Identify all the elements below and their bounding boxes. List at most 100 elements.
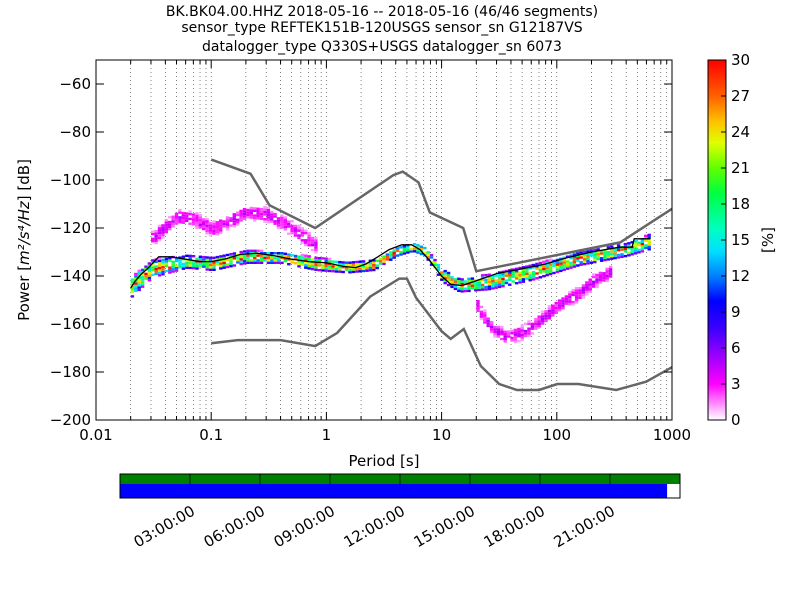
histogram-cell (392, 249, 396, 252)
histogram-cell (225, 265, 230, 269)
histogram-cell (171, 222, 175, 226)
histogram-cell (140, 273, 145, 276)
histogram-cell (348, 271, 352, 274)
histogram-cell (457, 289, 461, 292)
histogram-cell (358, 260, 362, 263)
histogram-cell (484, 285, 488, 289)
histogram-cell (263, 259, 267, 262)
histogram-cell (476, 300, 480, 303)
histogram-cell (574, 294, 579, 297)
histogram-cell (324, 257, 328, 260)
histogram-cell (188, 264, 192, 267)
histogram-cell (569, 254, 573, 257)
histogram-cell (365, 264, 369, 268)
histogram-cell (215, 228, 219, 231)
histogram-cell (440, 271, 444, 274)
histogram-cell (500, 325, 504, 329)
histogram-cell (523, 334, 528, 338)
histogram-cell (270, 215, 274, 219)
histogram-cell (436, 268, 441, 272)
histogram-cell (225, 258, 230, 261)
histogram-cell (548, 263, 553, 266)
histogram-cell (151, 273, 155, 276)
histogram-cell (157, 259, 162, 263)
histogram-cell (239, 258, 243, 261)
histogram-cell (219, 257, 223, 260)
y-tick-label: −140 (50, 267, 91, 285)
histogram-cell (547, 317, 552, 320)
histogram-cell (290, 254, 294, 257)
plot-area (96, 60, 672, 420)
histogram-cell (514, 267, 519, 270)
histogram-cell (276, 252, 281, 255)
time-tick-label: 18:00:00 (481, 502, 548, 551)
histogram-cell (202, 258, 206, 261)
histogram-cell (545, 273, 549, 277)
histogram-cell (479, 310, 484, 313)
histogram-cell (239, 212, 243, 215)
histogram-cell (321, 264, 325, 267)
histogram-cell (523, 332, 528, 335)
histogram-cell (358, 270, 362, 273)
histogram-cell (429, 256, 434, 259)
histogram-cell (280, 221, 284, 224)
histogram-cell (406, 251, 410, 254)
histogram-cell (270, 261, 274, 264)
histogram-cell (496, 325, 501, 329)
histogram-cell (266, 213, 270, 217)
histogram-cell (605, 270, 609, 273)
histogram-cell (537, 320, 541, 323)
histogram-cell (338, 260, 342, 264)
histogram-cell (572, 260, 577, 263)
histogram-cell (593, 248, 597, 252)
histogram-cell (225, 216, 230, 219)
histogram-cell (588, 278, 592, 281)
histogram-cell (443, 279, 447, 282)
histogram-cell (593, 253, 597, 257)
histogram-cell (249, 216, 253, 219)
histogram-cell (372, 266, 376, 269)
histogram-cell (574, 296, 579, 299)
histogram-cell (494, 286, 498, 289)
histogram-cell (307, 244, 311, 247)
histogram-cell (266, 221, 270, 224)
histogram-cell (562, 263, 566, 267)
y-tick-label: −80 (59, 123, 91, 141)
histogram-cell (476, 307, 480, 310)
histogram-cell (528, 267, 532, 270)
histogram-cell (341, 261, 345, 264)
title-line-1: BK.BK04.00.HHZ 2018-05-16 -- 2018-05-16 … (166, 4, 598, 20)
histogram-cell (540, 312, 545, 316)
histogram-cell (341, 263, 345, 266)
histogram-cell (416, 244, 420, 247)
histogram-cell (406, 248, 410, 252)
histogram-cell (453, 280, 458, 283)
histogram-cell (208, 259, 213, 262)
histogram-cell (276, 219, 281, 222)
histogram-cell (307, 234, 311, 237)
histogram-cell (477, 281, 481, 284)
histogram-cell (222, 225, 226, 228)
y-tick-label: −200 (50, 411, 91, 429)
histogram-cell (236, 258, 240, 262)
histogram-cell (602, 274, 606, 277)
histogram-cell (168, 216, 172, 219)
histogram-cell (569, 256, 573, 260)
histogram-cell (606, 251, 611, 254)
histogram-cell (270, 210, 274, 214)
histogram-cell (582, 260, 587, 263)
histogram-cell (331, 260, 335, 263)
histogram-cell (205, 227, 209, 230)
histogram-cell (215, 260, 220, 264)
histogram-cell (137, 269, 141, 272)
histogram-cell (212, 268, 216, 271)
histogram-cell (585, 286, 589, 289)
histogram-cell (613, 256, 617, 260)
histogram-cell (564, 295, 569, 298)
histogram-cell (253, 261, 257, 264)
histogram-cell (527, 334, 531, 338)
histogram-cell (304, 264, 308, 267)
histogram-cell (195, 217, 199, 220)
histogram-cell (525, 270, 529, 273)
histogram-cell (596, 253, 600, 256)
